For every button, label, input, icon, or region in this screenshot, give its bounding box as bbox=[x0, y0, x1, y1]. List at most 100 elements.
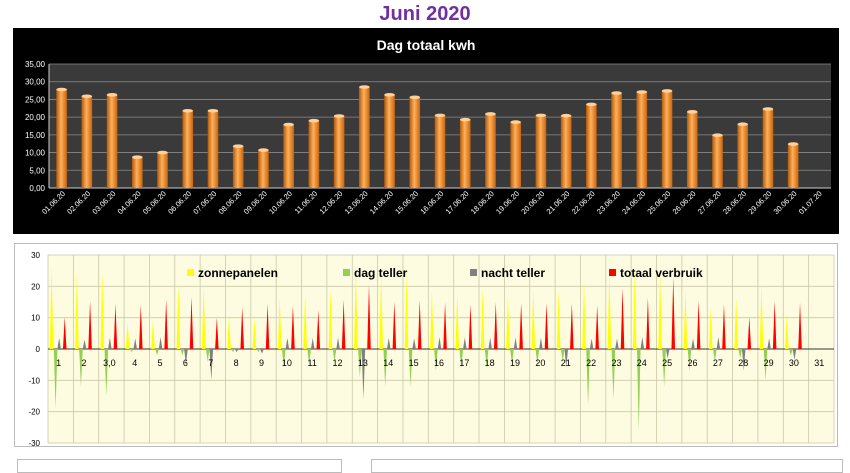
spike bbox=[361, 349, 366, 400]
spike bbox=[611, 349, 616, 400]
y-tick-label: 0 bbox=[36, 345, 41, 354]
spike bbox=[332, 349, 337, 362]
spike bbox=[307, 349, 311, 365]
spike bbox=[341, 299, 346, 349]
spike bbox=[589, 338, 594, 349]
spike bbox=[570, 303, 574, 349]
x-tick-label: 21.06.20 bbox=[545, 189, 572, 216]
x-tick-label: 14 bbox=[383, 358, 393, 368]
x-tick-label: 11.06.20 bbox=[293, 189, 320, 216]
spike bbox=[488, 337, 492, 349]
spike bbox=[151, 320, 155, 349]
spike bbox=[665, 349, 670, 359]
x-tick-label: 23.06.20 bbox=[595, 189, 622, 216]
spike bbox=[88, 301, 92, 349]
spike bbox=[303, 294, 307, 349]
bar-cap bbox=[56, 87, 67, 92]
x-tick-label: 01.06.20 bbox=[40, 189, 67, 216]
bar bbox=[787, 144, 799, 188]
y-tick-label: 5,00 bbox=[29, 166, 45, 175]
spike bbox=[53, 349, 58, 409]
y-tick-label: 30,00 bbox=[25, 78, 46, 87]
spike bbox=[741, 349, 746, 371]
x-tick-label: 17 bbox=[459, 358, 469, 368]
spike bbox=[792, 349, 797, 360]
bar-cap bbox=[258, 148, 269, 152]
legend-swatch bbox=[609, 269, 616, 276]
bar-cap bbox=[283, 122, 294, 127]
bar-cap bbox=[737, 122, 749, 127]
spike bbox=[392, 302, 397, 349]
bar-cap bbox=[207, 108, 219, 113]
x-tick-label: 11 bbox=[308, 358, 317, 368]
x-tick-label: 29 bbox=[764, 358, 774, 368]
x-tick-label: 24 bbox=[637, 358, 647, 368]
spike bbox=[772, 301, 777, 349]
spike bbox=[564, 349, 569, 368]
bar bbox=[485, 113, 496, 188]
spike bbox=[49, 265, 54, 349]
spike bbox=[215, 317, 219, 349]
spike bbox=[691, 338, 695, 349]
bar-cap bbox=[182, 108, 194, 113]
spike bbox=[785, 313, 789, 349]
bar-cap bbox=[661, 89, 673, 93]
spike bbox=[636, 349, 641, 431]
bar bbox=[434, 115, 446, 188]
x-tick-label: 8 bbox=[234, 358, 239, 368]
spike bbox=[310, 338, 315, 349]
spike bbox=[747, 317, 752, 349]
x-tick-label: 31 bbox=[814, 358, 824, 368]
bar-cap bbox=[333, 114, 345, 118]
x-tick-label: 2 bbox=[81, 358, 86, 368]
spike bbox=[531, 289, 536, 349]
spike bbox=[265, 303, 270, 349]
spike bbox=[82, 339, 87, 349]
bar bbox=[762, 108, 774, 188]
page-title: Juni 2020 bbox=[379, 3, 471, 25]
spike bbox=[316, 310, 321, 349]
spike bbox=[789, 349, 793, 356]
x-tick-label: 06.06.20 bbox=[166, 189, 193, 216]
y-tick-label: 20 bbox=[31, 282, 40, 291]
legend-swatch bbox=[343, 269, 350, 276]
x-tick-label: 15.06.20 bbox=[393, 189, 420, 216]
spike bbox=[386, 338, 391, 349]
bar bbox=[81, 96, 93, 188]
bar bbox=[131, 157, 143, 188]
bar-cap bbox=[712, 133, 723, 138]
bar bbox=[308, 120, 320, 188]
spike bbox=[671, 277, 676, 349]
x-tick-label: 05.06.20 bbox=[141, 189, 168, 216]
bar-cap bbox=[81, 94, 93, 99]
spike bbox=[176, 284, 181, 349]
bar-cap bbox=[157, 150, 168, 155]
bar bbox=[459, 119, 471, 188]
x-tick-label: 01.07.20 bbox=[797, 189, 824, 216]
spike bbox=[443, 302, 447, 349]
bar-cap bbox=[459, 117, 471, 122]
bar bbox=[661, 90, 673, 188]
spike bbox=[734, 296, 738, 349]
x-tick-label: 16.06.20 bbox=[418, 189, 445, 216]
spike bbox=[484, 349, 489, 368]
spike bbox=[759, 284, 764, 349]
bar-cap bbox=[636, 90, 648, 94]
x-tick-label: 16 bbox=[434, 358, 444, 368]
x-tick-label: 08.06.20 bbox=[217, 189, 244, 216]
spike bbox=[646, 297, 650, 349]
spike bbox=[158, 337, 163, 349]
bar-cap bbox=[359, 85, 370, 89]
legend-label: nacht teller bbox=[481, 266, 545, 280]
spike bbox=[79, 349, 83, 387]
x-tick-label: 24.06.20 bbox=[620, 189, 647, 216]
x-tick-label: 9 bbox=[259, 358, 264, 368]
bar bbox=[283, 124, 294, 188]
spike bbox=[379, 273, 383, 349]
x-tick-label: 29.06.20 bbox=[746, 189, 773, 216]
x-tick-label: 12 bbox=[333, 358, 343, 368]
x-tick-label: 28.06.20 bbox=[721, 189, 748, 216]
spike bbox=[282, 349, 286, 368]
spike bbox=[493, 302, 498, 349]
spike bbox=[506, 295, 510, 349]
